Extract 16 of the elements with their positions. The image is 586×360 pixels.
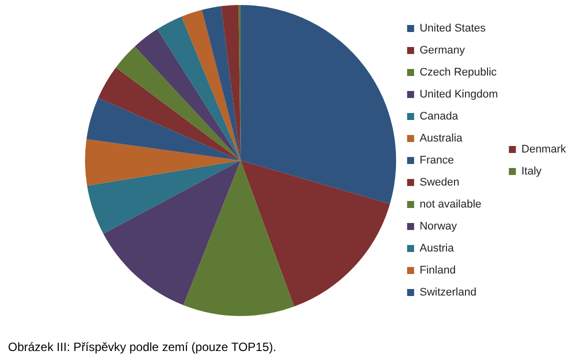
- legend-label: United States: [420, 22, 486, 35]
- legend-label: United Kingdom: [420, 88, 498, 101]
- legend-label: Switzerland: [420, 286, 476, 299]
- legend-label: Canada: [420, 110, 460, 123]
- text: Obrázek III: Příspěvky podle zemí (pouze TOP15).: [8, 340, 276, 354]
- legend-label: Czech Republic: [420, 66, 498, 79]
- legend-label: Germany: [420, 44, 466, 57]
- legend-label: Australia: [420, 132, 464, 145]
- legend-label: Italy: [521, 166, 542, 178]
- legend-label: Sweden: [420, 176, 460, 189]
- legend-label: not available: [420, 198, 482, 211]
- legend-label: France: [420, 154, 454, 167]
- legend-label: Austria: [420, 242, 455, 255]
- legend-label: Finland: [420, 264, 456, 277]
- legend-label: Norway: [420, 220, 458, 233]
- legend-label: Denmark: [521, 144, 566, 156]
